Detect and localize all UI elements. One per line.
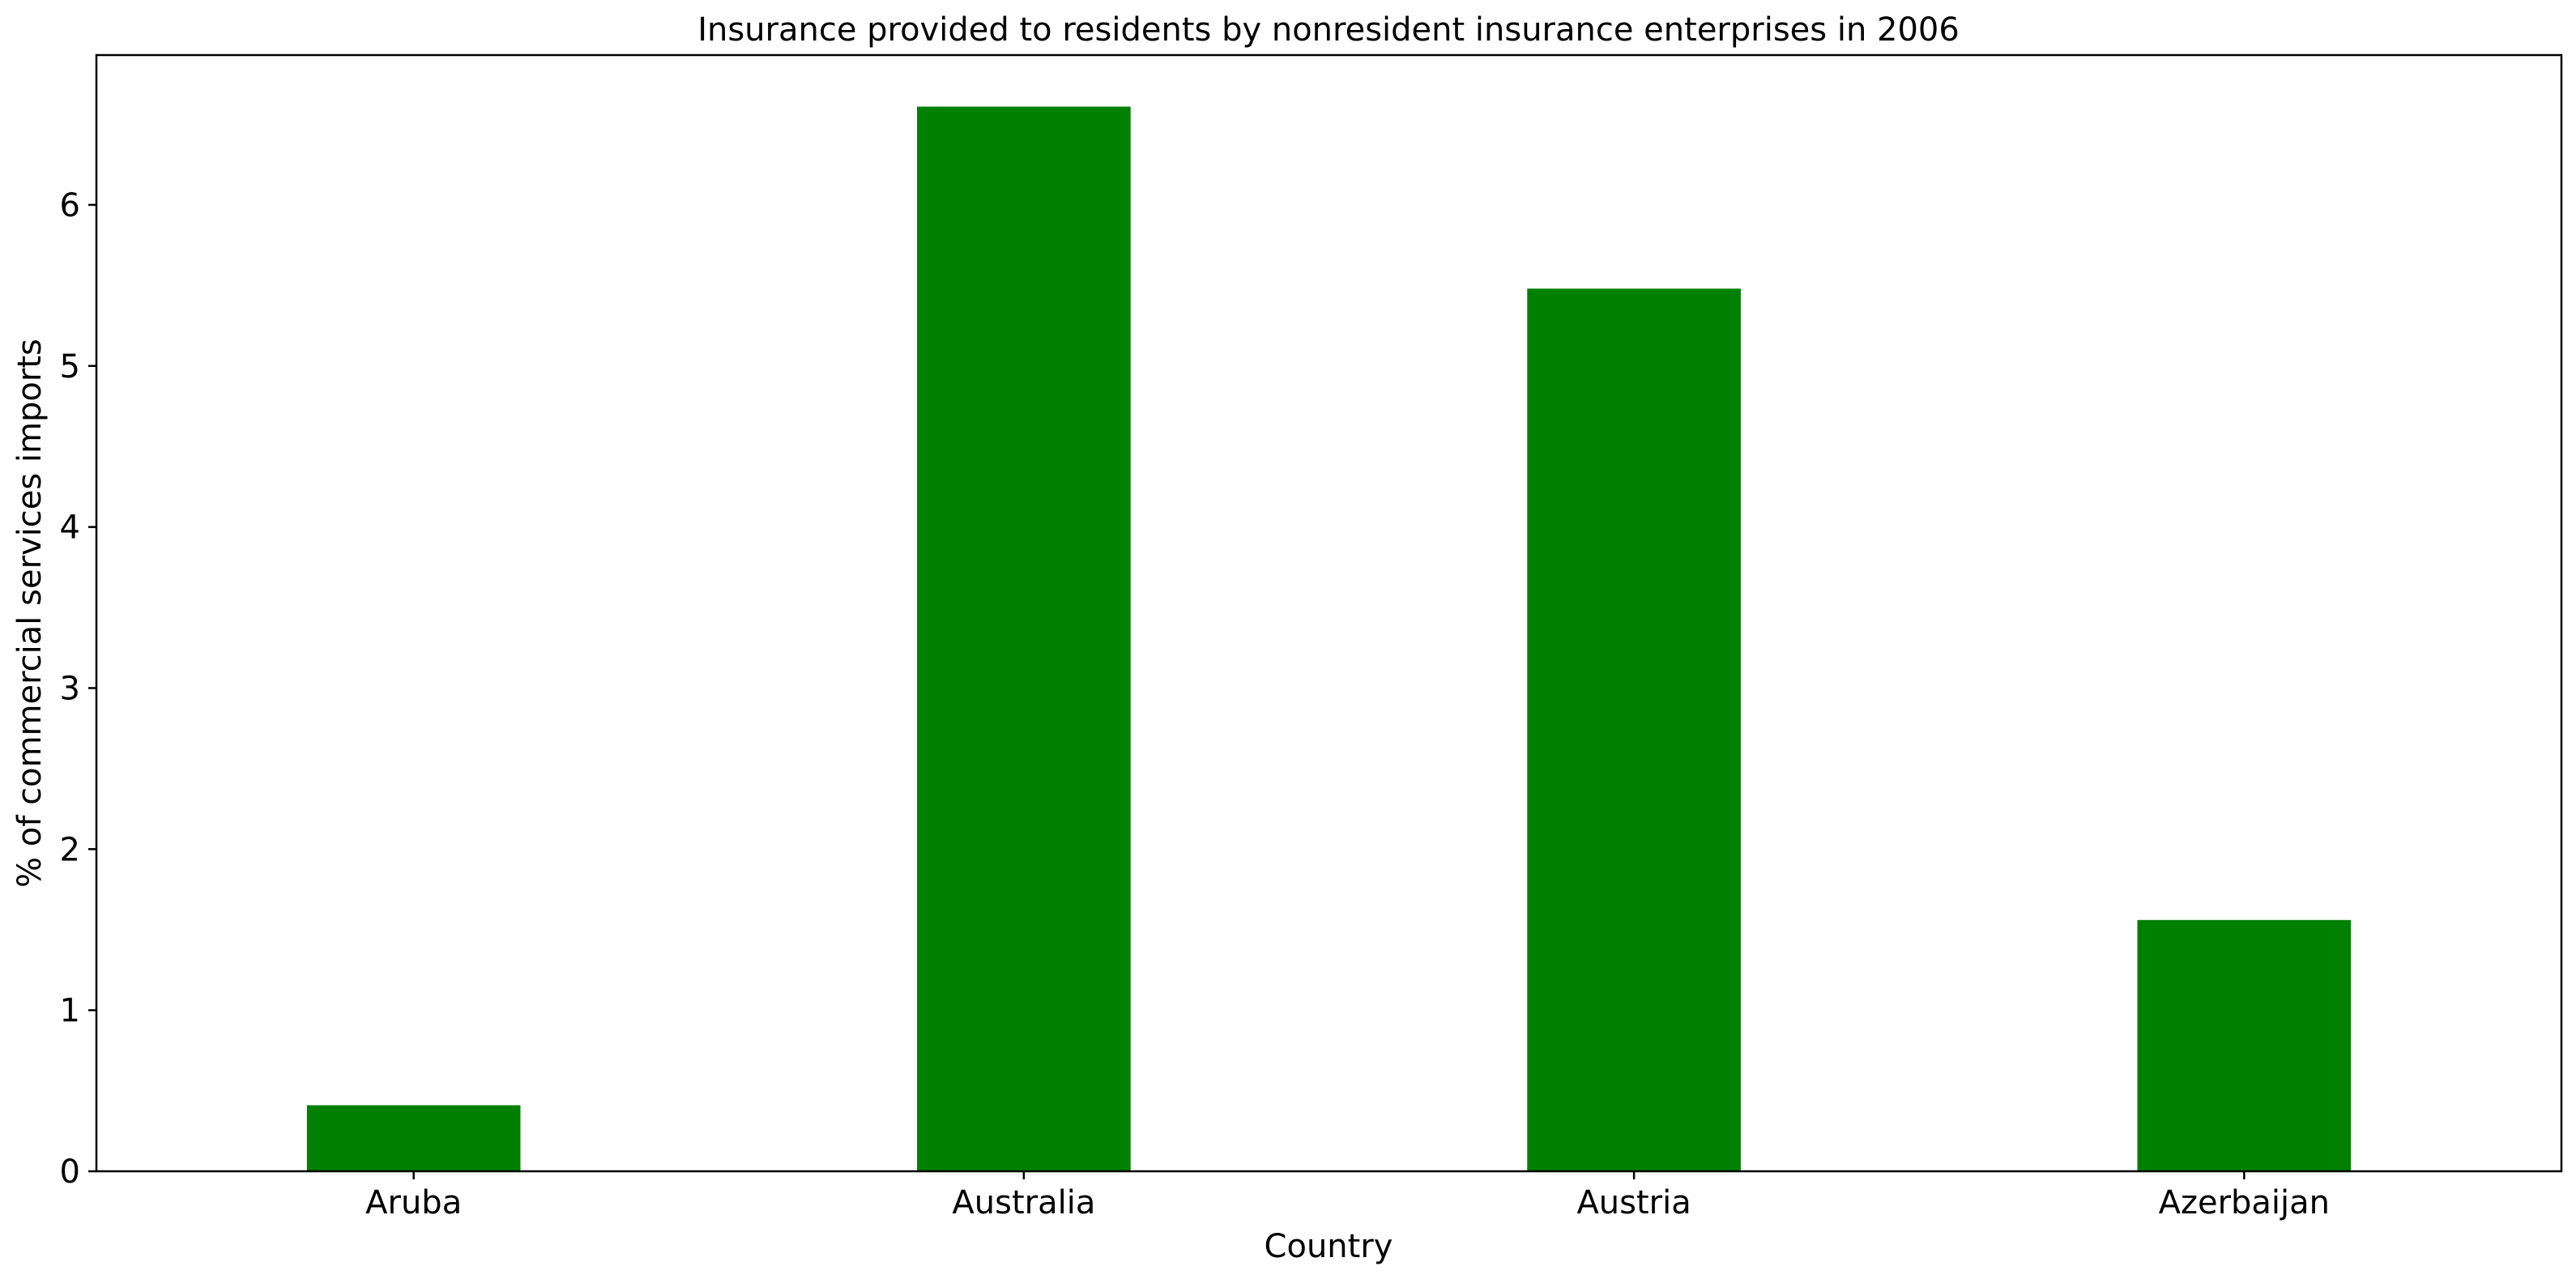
bar-austria	[1527, 288, 1741, 1172]
bar-australia	[917, 106, 1131, 1171]
x-tick-label: Australia	[952, 1184, 1095, 1221]
x-axis-ticks: Aruba Australia Austria Azerbaijan	[365, 1171, 2330, 1221]
y-tick-label: 0	[60, 1153, 80, 1191]
x-tick-label: Aruba	[365, 1184, 462, 1221]
y-axis-label: % of commercial services imports	[11, 339, 49, 888]
y-tick-label: 3	[60, 670, 80, 707]
y-tick-label: 1	[60, 992, 80, 1030]
y-axis-ticks: 0 1 2 3 4 5 6	[60, 187, 96, 1191]
x-tick-label: Azerbaijan	[2159, 1184, 2330, 1221]
plot-frame	[95, 53, 2563, 1173]
y-tick-label: 6	[60, 187, 80, 224]
x-axis-label: Country	[1265, 1228, 1393, 1265]
bar-azerbaijan	[2137, 919, 2352, 1171]
chart-title: Insurance provided to residents by nonre…	[697, 11, 1960, 49]
bar-aruba	[306, 1105, 521, 1171]
y-tick-label: 5	[60, 348, 80, 386]
y-tick-label: 4	[60, 509, 80, 547]
y-tick-label: 2	[60, 831, 80, 868]
bars-layer	[306, 106, 2352, 1172]
x-tick-label: Austria	[1576, 1184, 1691, 1221]
